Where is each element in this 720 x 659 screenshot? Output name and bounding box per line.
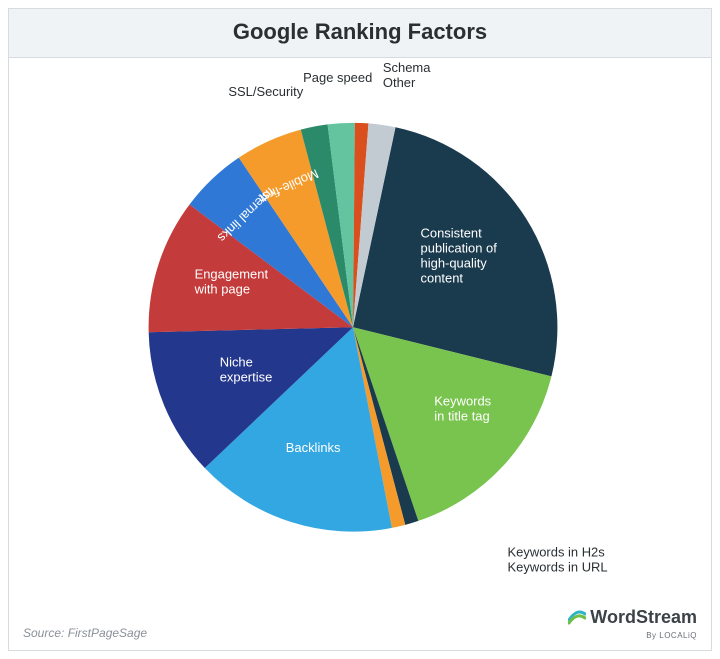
label-speed: Page speed — [303, 70, 372, 85]
brand: WordStream By LOCALiQ — [568, 608, 697, 640]
title-bar: Google Ranking Factors — [9, 9, 711, 58]
label-backlinks: Backlinks — [286, 440, 341, 455]
label-h2: Keywords in H2s — [508, 545, 606, 560]
label-schema: Schema — [383, 60, 431, 75]
card: Google Ranking Factors Consistentpublica… — [8, 8, 712, 651]
footer: Source: FirstPageSage WordStream By LOCA… — [9, 602, 711, 650]
label-other: Other — [383, 75, 416, 90]
source-text: Source: FirstPageSage — [23, 626, 147, 640]
frame: Google Ranking Factors Consistentpublica… — [0, 0, 720, 659]
chart-title: Google Ranking Factors — [9, 19, 711, 45]
label-title: Keywordsin title tag — [434, 394, 491, 424]
brand-main: WordStream — [568, 608, 697, 626]
brand-main-text: WordStream — [590, 608, 697, 626]
label-ssl: SSL/Security — [228, 84, 303, 99]
pie-chart: Consistentpublication ofhigh-qualitycont… — [9, 58, 711, 596]
brand-sub-text: By LOCALiQ — [568, 632, 697, 640]
brand-swoosh-icon — [568, 608, 586, 626]
label-url: Keywords in URL — [508, 560, 608, 575]
chart-area: Consistentpublication ofhigh-qualitycont… — [9, 58, 711, 602]
